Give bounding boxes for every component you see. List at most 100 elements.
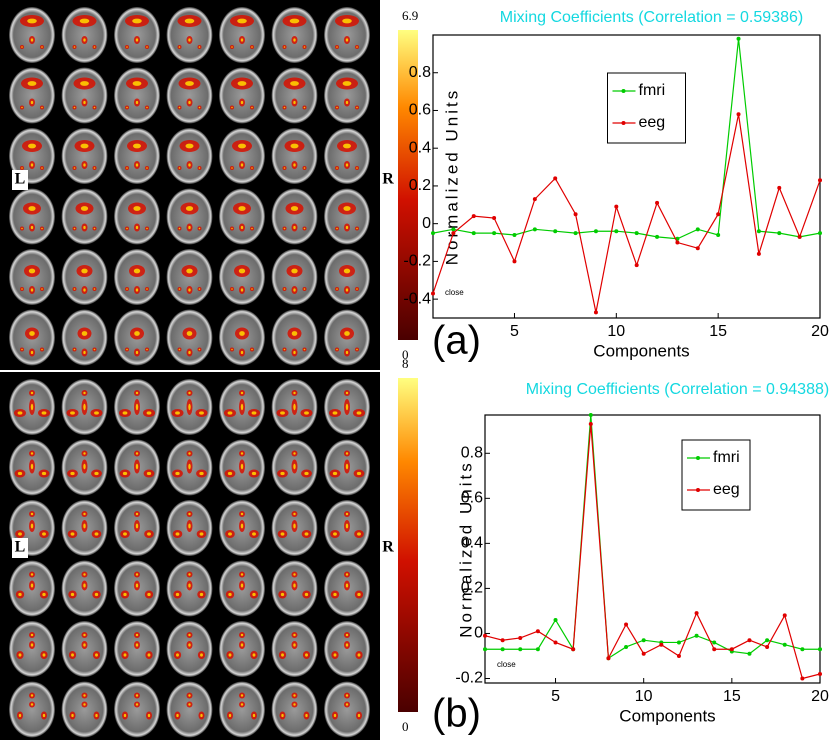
x-tick-label: 20: [811, 688, 829, 705]
data-point: [737, 112, 741, 116]
activation-core: [188, 634, 190, 636]
y-tick-label: 0.6: [409, 102, 431, 119]
activation-core: [293, 703, 295, 705]
activation-core: [293, 513, 295, 515]
brain-slice: [219, 68, 265, 124]
activation-core: [346, 524, 348, 529]
activation-core: [94, 167, 96, 169]
brain-slice: [62, 189, 108, 245]
data-point: [757, 229, 761, 233]
activation-core: [305, 714, 307, 717]
data-point: [589, 422, 593, 426]
data-point: [712, 647, 716, 651]
activation-core: [293, 101, 295, 104]
activation-core: [133, 81, 142, 86]
activation-core: [251, 349, 253, 351]
activation-core: [136, 703, 138, 705]
activation-core: [241, 38, 243, 41]
activation-core: [241, 288, 243, 291]
activation-core: [42, 532, 46, 535]
activation-core: [284, 167, 286, 169]
data-point: [696, 227, 700, 231]
y-tick-label: 0.8: [461, 445, 483, 462]
activation-core: [293, 351, 295, 354]
activation-core: [200, 653, 203, 656]
brain-slice: [272, 682, 318, 738]
data-point: [536, 647, 540, 651]
activation-core: [83, 464, 85, 470]
activation-core: [94, 107, 96, 109]
activation-core: [123, 472, 127, 475]
data-point: [655, 235, 659, 239]
activation-core: [146, 46, 148, 48]
activation-core: [19, 714, 21, 717]
activation-core: [147, 532, 151, 535]
activation-core: [188, 226, 190, 229]
activation-core: [291, 144, 299, 149]
activation-core: [358, 653, 361, 656]
x-tick-label: 20: [811, 323, 829, 340]
activation-core: [31, 634, 33, 636]
activation-core: [41, 46, 43, 48]
activation-core: [200, 593, 203, 596]
data-point: [492, 216, 496, 220]
y-tick-label: 0: [422, 215, 431, 232]
activation-core: [188, 163, 190, 166]
activation-core: [136, 634, 138, 636]
activation-core: [176, 532, 180, 535]
data-point: [533, 227, 537, 231]
activation-core: [284, 228, 286, 230]
activation-core: [188, 703, 190, 705]
activation-core: [28, 206, 35, 211]
activation-core: [95, 593, 98, 596]
activation-core: [199, 167, 201, 169]
activation-core: [343, 144, 351, 149]
activation-core: [31, 513, 33, 515]
brain-slice: [324, 128, 370, 184]
activation-core: [136, 694, 138, 696]
activation-core: [346, 634, 348, 636]
activation-core: [41, 167, 43, 169]
activation-core: [136, 163, 138, 166]
activation-core: [136, 643, 138, 646]
activation-core: [346, 694, 348, 696]
activation-core: [71, 593, 74, 596]
brain-slice: [219, 128, 265, 184]
activation-core: [252, 411, 257, 414]
activation-core: [292, 331, 298, 336]
activation-core: [83, 351, 85, 354]
activation-core: [188, 392, 190, 394]
data-point: [594, 310, 598, 314]
data-point: [783, 613, 787, 617]
activation-core: [231, 167, 233, 169]
activation-core: [83, 101, 85, 104]
activation-core: [344, 331, 350, 336]
activation-core: [356, 288, 358, 290]
activation-core: [126, 349, 128, 351]
chart-title: Mixing Coefficients (Correlation = 0.943…: [526, 381, 829, 398]
activation-core: [124, 714, 126, 717]
activation-core: [334, 653, 337, 656]
activation-core: [293, 452, 295, 454]
activation-core: [251, 288, 253, 290]
legend-marker: [622, 121, 626, 125]
activation-core: [333, 411, 338, 414]
activation-core: [31, 392, 33, 394]
activation-core: [304, 411, 309, 414]
activation-core: [346, 288, 348, 291]
activation-core: [94, 411, 99, 414]
activation-core: [346, 584, 348, 588]
data-point: [554, 640, 558, 644]
panel-label: (a): [432, 319, 481, 363]
activation-core: [228, 593, 231, 596]
data-point: [777, 186, 781, 190]
activation-core: [293, 288, 295, 291]
data-point: [655, 201, 659, 205]
activation-core: [241, 703, 243, 705]
activation-core: [188, 404, 190, 410]
data-point: [642, 638, 646, 642]
activation-core: [176, 714, 178, 717]
brain-slice: [219, 189, 265, 245]
activation-core: [71, 532, 75, 535]
left-label: L: [15, 539, 26, 556]
